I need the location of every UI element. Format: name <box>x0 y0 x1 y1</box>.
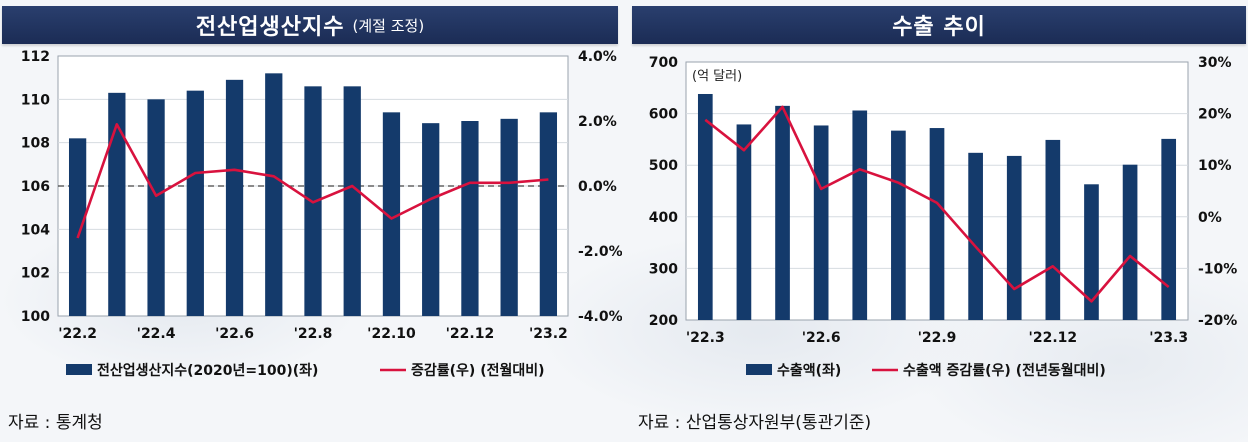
production-x-tick: '23.2 <box>529 326 568 342</box>
exports-bar <box>968 152 983 320</box>
exports-bar <box>736 124 752 320</box>
production-y-right-tick: 4.0% <box>578 49 617 65</box>
exports-bar <box>697 93 713 320</box>
production-growth-line <box>76 123 549 239</box>
exports-title-bar: 수출 추이 <box>632 6 1246 44</box>
production-bar <box>343 86 361 316</box>
exports-growth-line <box>704 105 1170 303</box>
exports-x-tick: '22.3 <box>686 330 725 346</box>
production-bar <box>382 112 401 316</box>
production-legend-line-label: 증감률(우) (전월대비) <box>411 362 545 379</box>
exports-y-left-tick: 200 <box>649 313 678 329</box>
production-x-tick: '22.12 <box>446 326 495 342</box>
production-x-tick: '22.4 <box>137 326 176 342</box>
exports-y-left-tick: 300 <box>649 261 678 277</box>
production-bar <box>108 92 126 316</box>
exports-y-right-tick: -20% <box>1198 313 1237 329</box>
exports-source: 자료 : 산업통상자원부(통관기준) <box>638 413 872 433</box>
exports-bar <box>1084 184 1099 320</box>
exports-bar <box>1122 164 1138 320</box>
production-x-tick: '22.6 <box>215 326 254 342</box>
exports-bar <box>775 105 790 320</box>
exports-legend-bar-label: 수출액(좌) <box>777 362 841 379</box>
production-y-right-tick: -4.0% <box>578 309 622 325</box>
production-bar <box>500 118 518 316</box>
exports-x-tick: '22.9 <box>918 330 957 346</box>
exports-y-left-tick: 400 <box>649 210 678 226</box>
exports-y-left-tick: 500 <box>649 158 678 174</box>
production-index-chart: 112 110 108 106 104 102 100 4.0% 2.0% 0.0% -2.0% -4… <box>21 49 622 379</box>
production-y-right-tick: 0.0% <box>578 179 617 195</box>
production-index-title-bar: 전산업생산지수 (계절 조정) <box>2 6 618 44</box>
production-legend-bar-swatch <box>66 364 92 375</box>
exports-x-tick: '22.6 <box>802 330 841 346</box>
exports-bar <box>891 130 906 320</box>
production-bar <box>265 73 283 316</box>
production-x-tick: '22.2 <box>58 326 97 342</box>
production-y-left-tick: 106 <box>21 179 50 195</box>
exports-y-right-tick: 0% <box>1198 210 1222 226</box>
exports-bar <box>1161 138 1177 320</box>
exports-x-tick: '22.12 <box>1029 330 1078 346</box>
exports-y-right-tick: -10% <box>1198 261 1237 277</box>
exports-legend-line-label: 수출액 증감률(우) (전년동월대비) <box>903 362 1106 379</box>
production-bar <box>422 123 440 317</box>
exports-y-right-tick: 30% <box>1198 55 1232 71</box>
production-index-title: 전산업생산지수 <box>195 15 345 40</box>
exports-legend-bar-swatch <box>746 364 772 375</box>
production-bar <box>461 121 479 316</box>
production-y-left-tick: 108 <box>21 136 50 152</box>
production-index-source: 자료 : 통계청 <box>8 413 103 433</box>
exports-unit-label: (억 달러) <box>692 69 742 84</box>
exports-bar <box>1006 155 1022 320</box>
exports-y-left-tick: 700 <box>649 55 678 71</box>
production-y-left-tick: 104 <box>21 222 50 238</box>
exports-panel: 수출 추이 700 600 500 400 300 200 30% 20% 10% 0% -10% -… <box>630 0 1248 442</box>
production-y-left-tick: 102 <box>21 266 50 282</box>
exports-y-left-tick: 600 <box>649 107 678 123</box>
exports-bar <box>852 110 868 320</box>
production-bar <box>147 99 165 316</box>
production-bar <box>225 79 244 316</box>
production-index-title-sub: (계절 조정) <box>352 16 425 35</box>
exports-x-tick: '23.3 <box>1149 330 1188 346</box>
production-y-right-tick: -2.0% <box>578 244 622 260</box>
exports-chart: 700 600 500 400 300 200 30% 20% 10% 0% -10% -20% '22… <box>649 55 1238 379</box>
exports-bar <box>813 125 829 320</box>
production-y-right-tick: 2.0% <box>578 114 617 130</box>
production-x-tick: '22.10 <box>367 326 416 342</box>
exports-y-right-tick: 10% <box>1198 158 1232 174</box>
exports-bar <box>929 128 945 320</box>
exports-title: 수출 추이 <box>892 15 986 40</box>
production-legend-bar-label: 전산업생산지수(2020년=100)(좌) <box>97 362 318 379</box>
production-bar <box>68 138 87 316</box>
exports-bar <box>1045 139 1061 320</box>
production-bar <box>539 112 558 316</box>
production-y-left-tick: 100 <box>21 309 50 325</box>
production-y-left-tick: 112 <box>21 49 50 65</box>
production-bar <box>186 90 204 317</box>
production-y-left-tick: 110 <box>21 92 50 108</box>
production-x-tick: '22.8 <box>294 326 333 342</box>
exports-y-right-tick: 20% <box>1198 107 1232 123</box>
production-index-panel: 전산업생산지수 (계절 조정) 112 110 108 106 104 102 100 4.0… <box>0 0 622 442</box>
